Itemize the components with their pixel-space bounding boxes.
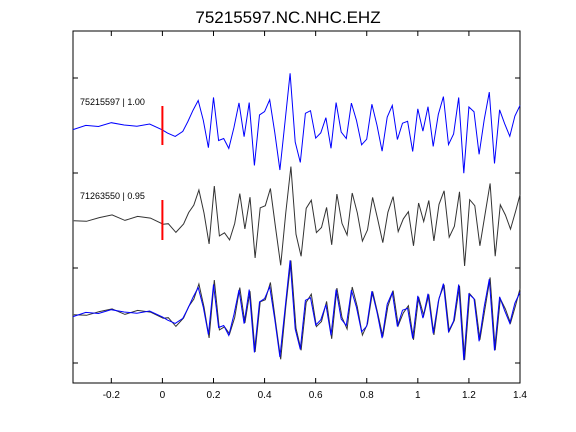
x-tick-label: 1.2 — [462, 390, 476, 401]
trace-label-1: 75215597 | 1.00 — [80, 97, 145, 107]
trace-label-2: 71263550 | 0.95 — [80, 191, 145, 201]
x-tick-label: -0.2 — [103, 390, 121, 401]
x-tick-label: 0.6 — [309, 390, 323, 401]
trace-line-1 — [72, 73, 521, 174]
overlay-trace-gray — [73, 260, 521, 361]
trace-line-2 — [73, 166, 521, 267]
x-tick-label: 0 — [160, 390, 166, 401]
chart-title: 75215597.NC.NHC.EHZ — [195, 8, 380, 27]
traces — [72, 73, 521, 361]
x-axis-ticks: -0.2 0 0.2 0.4 0.6 0.8 1 1.2 1.4 — [103, 31, 527, 401]
trace-labels: 75215597 | 1.00 71263550 | 0.95 — [80, 97, 145, 201]
plot-frame — [72, 30, 521, 384]
y-ticks — [73, 77, 520, 364]
overlay-trace-blue — [72, 260, 521, 361]
x-tick-label: 0.2 — [207, 390, 221, 401]
x-tick-label: 0.8 — [360, 390, 374, 401]
x-tick-label: 0.4 — [258, 390, 272, 401]
x-tick-label: 1 — [415, 390, 421, 401]
x-tick-label: 1.4 — [513, 390, 527, 401]
